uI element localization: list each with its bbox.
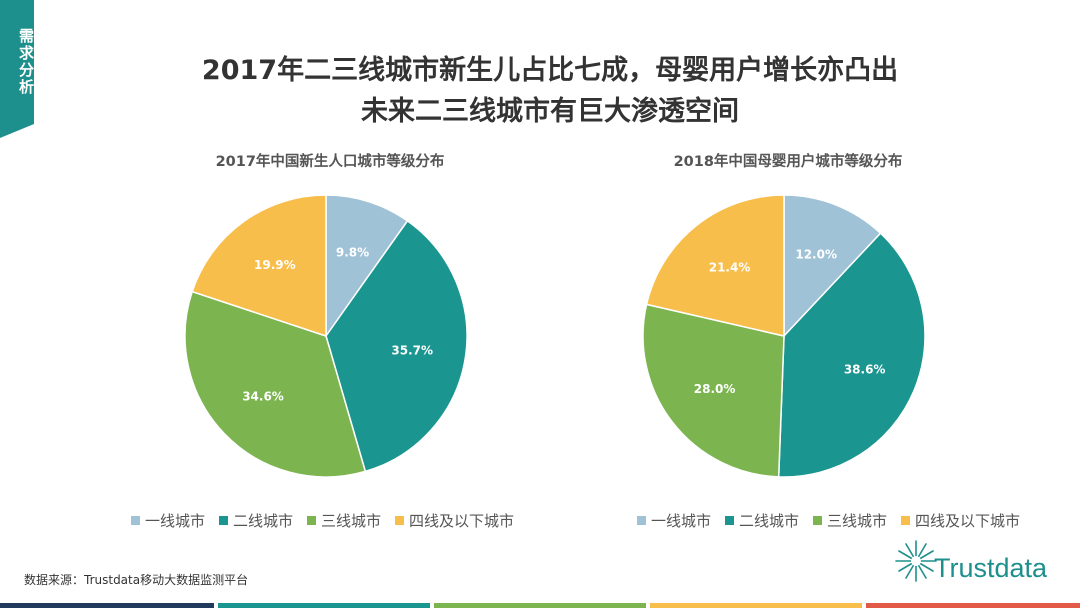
legend-item: 一线城市	[637, 510, 711, 531]
legend-label: 四线及以下城市	[915, 512, 1021, 530]
pie-data-label: 35.7%	[391, 343, 433, 357]
pie-slice	[191, 194, 327, 338]
pie-data-label: 21.4%	[709, 261, 751, 275]
legend-label: 二线城市	[739, 512, 800, 530]
legend-swatch	[307, 516, 317, 525]
legend-item: 四线及以下城市	[901, 510, 1020, 531]
pie-slice	[783, 194, 882, 338]
legend-item: 三线城市	[813, 510, 887, 531]
legend-swatch	[395, 516, 405, 525]
legend-label: 三线城市	[321, 512, 382, 530]
page-subtitle: 未来二三线城市有巨大渗透空间	[361, 96, 739, 127]
legend-label: 四线及以下城市	[409, 512, 515, 530]
legend-label: 二线城市	[233, 512, 294, 530]
bottom-bar-segment-2	[218, 603, 430, 608]
section-tab-corner	[0, 124, 34, 138]
pie-data-label: 34.6%	[242, 390, 284, 404]
section-tab-label: 需求分析	[17, 28, 35, 96]
legend-swatch	[637, 516, 646, 525]
bottom-bar-segment-1	[0, 603, 214, 608]
legend-swatch	[219, 516, 229, 525]
legend-item: 二线城市	[219, 510, 293, 531]
chart2-legend: 一线城市 二线城市 三线城市 四线及以下城市	[637, 510, 1020, 531]
legend-swatch	[725, 516, 735, 525]
legend-item: 四线及以下城市	[395, 510, 514, 531]
pie-chart-1: 9.8% 35.7% 34.6% 19.9%	[184, 194, 468, 478]
logo-text: Trustdata	[934, 553, 1048, 583]
pie-slice	[325, 194, 409, 339]
legend-swatch	[131, 516, 140, 525]
legend-swatch	[813, 516, 823, 525]
pie-data-label: 38.6%	[844, 363, 886, 377]
pie-slice	[325, 219, 468, 473]
pie-chart-2: 12.0% 38.6% 28.0% 21.4%	[642, 194, 926, 478]
pie-slice	[645, 194, 785, 337]
chart2-title: 2018年中国母婴用户城市等级分布	[673, 154, 903, 170]
data-source-note: 数据来源：Trustdata移动大数据监测平台	[24, 573, 249, 587]
chart1-legend: 一线城市 二线城市 三线城市 四线及以下城市	[131, 510, 514, 531]
chart1-title: 2017年中国新生人口城市等级分布	[215, 154, 445, 170]
bottom-bar-segment-5	[866, 603, 1080, 608]
legend-item: 一线城市	[131, 510, 205, 531]
pie-data-label: 12.0%	[795, 248, 837, 262]
bottom-bar-segment-3	[434, 603, 646, 608]
pie-slice	[184, 290, 367, 478]
section-tab: 需求分析	[0, 0, 35, 124]
pie-data-label: 28.0%	[694, 382, 736, 396]
legend-label: 一线城市	[145, 512, 206, 530]
legend-item: 二线城市	[725, 510, 799, 531]
trustdata-logo-icon	[895, 540, 937, 582]
pie-data-label: 19.9%	[254, 258, 296, 272]
pie-slice	[642, 303, 785, 478]
pie-data-label: 9.8%	[336, 246, 369, 260]
pie-slice	[777, 232, 926, 478]
legend-label: 一线城市	[651, 512, 712, 530]
legend-swatch	[901, 516, 911, 525]
legend-label: 三线城市	[827, 512, 888, 530]
bottom-bar-segment-4	[650, 603, 862, 608]
page-title: 2017年二三线城市新生儿占比七成，母婴用户增长亦凸出	[201, 55, 899, 86]
legend-item: 三线城市	[307, 510, 381, 531]
